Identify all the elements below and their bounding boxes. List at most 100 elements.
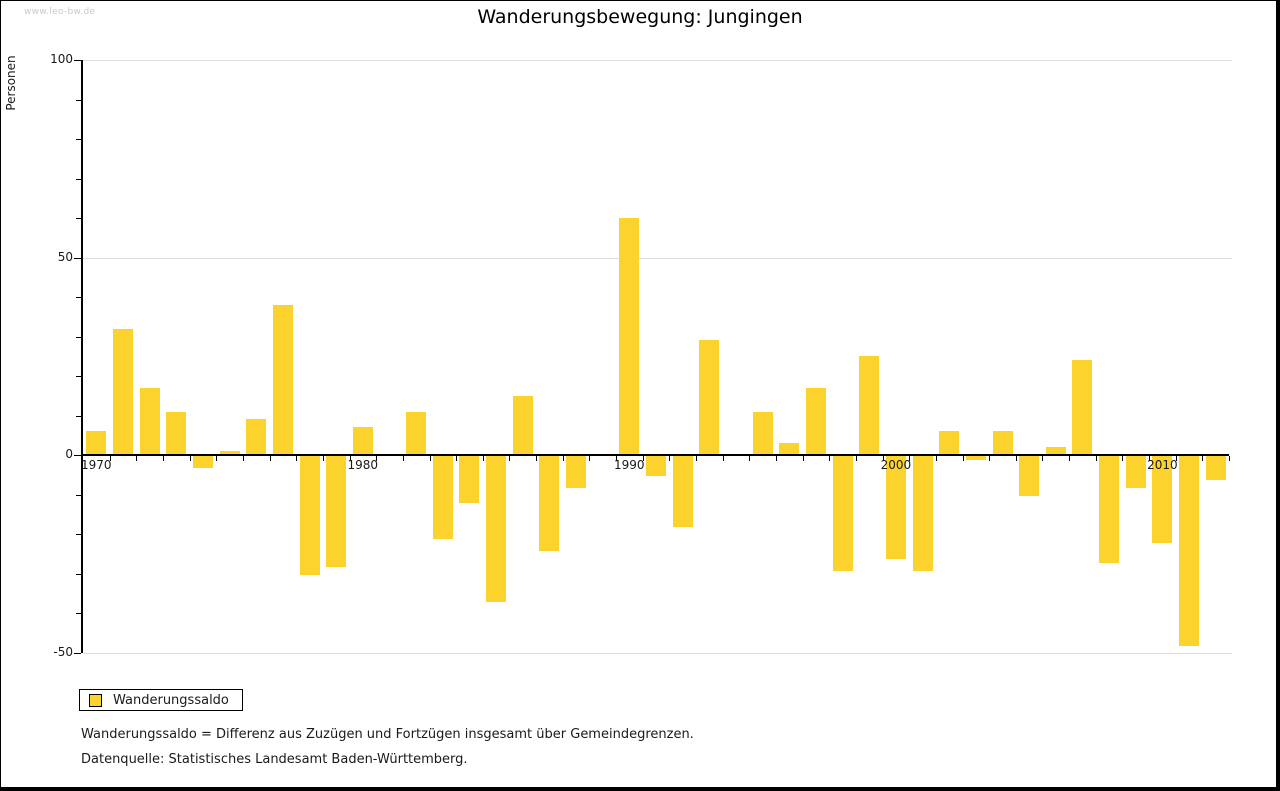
bar-1991: [646, 456, 666, 476]
x-tick: [376, 456, 378, 461]
x-tick: [269, 456, 271, 461]
y-minor-tick: [76, 573, 81, 575]
bar-1997: [805, 387, 826, 456]
x-tick: [1095, 456, 1097, 461]
bar-2002: [939, 431, 960, 455]
x-tick: [322, 456, 324, 461]
bar-2005: [1019, 456, 1040, 496]
y-minor-tick: [76, 218, 81, 219]
bar-1996: [779, 443, 800, 455]
bar-1979: [326, 456, 347, 567]
bar-2006: [1045, 447, 1066, 455]
bar-1992: [672, 456, 693, 528]
x-tick-label: 1980: [347, 458, 379, 472]
x-tick: [775, 456, 777, 461]
x-tick: [1229, 456, 1230, 461]
bar-1993: [699, 340, 720, 455]
bar-2008: [1099, 456, 1120, 563]
gridline: [83, 60, 1232, 61]
legend-swatch-icon: [89, 693, 102, 707]
x-tick: [1015, 456, 1017, 461]
bar-1983: [432, 456, 453, 539]
x-tick: [189, 456, 191, 461]
x-tick: [1042, 456, 1044, 461]
y-tick-label: 50: [57, 249, 73, 264]
bar-1984: [459, 456, 480, 504]
y-minor-tick: [76, 139, 81, 140]
bar-1974: [192, 456, 213, 468]
legend: Wanderungssaldo: [79, 689, 243, 711]
x-tick: [935, 456, 937, 461]
x-tick: [429, 456, 431, 461]
x-tick: [589, 456, 591, 461]
y-minor-tick: [76, 494, 81, 496]
y-minor-tick: [76, 297, 81, 298]
bar-1986: [512, 395, 533, 456]
x-tick: [855, 456, 857, 461]
bar-1972: [139, 387, 160, 456]
x-tick: [109, 456, 111, 461]
x-tick: [722, 456, 724, 461]
bar-1980: [352, 427, 373, 456]
page-title: Wanderungsbewegung: Jungingen: [477, 6, 803, 28]
gridline: [83, 257, 1232, 259]
y-minor-tick: [76, 376, 81, 377]
bar-1982: [406, 411, 427, 456]
gridline: [83, 652, 1232, 654]
bar-2001: [912, 456, 933, 571]
y-minor-tick: [76, 534, 81, 535]
legend-label: Wanderungssaldo: [113, 692, 229, 708]
bar-1976: [246, 419, 267, 455]
bar-1978: [299, 456, 320, 575]
x-tick: [1202, 456, 1204, 461]
x-tick: [536, 456, 538, 461]
y-major-tick: [74, 455, 81, 456]
x-tick: [482, 456, 484, 461]
y-tick-label: 100: [50, 52, 73, 66]
x-tick-label: 2000: [880, 458, 912, 472]
x-tick: [349, 456, 351, 461]
y-minor-tick: [76, 613, 81, 614]
x-axis-line: [81, 454, 1229, 456]
x-tick: [1175, 456, 1177, 461]
x-tick: [616, 456, 617, 461]
x-tick: [1122, 456, 1124, 461]
x-tick: [696, 456, 697, 461]
bar-2004: [992, 431, 1013, 455]
x-tick: [642, 456, 644, 461]
bar-1977: [272, 304, 293, 455]
y-minor-tick: [76, 99, 81, 101]
y-minor-tick: [76, 336, 81, 338]
y-axis-line: [81, 60, 83, 653]
x-tick: [962, 456, 964, 461]
footnote-definition: Wanderungssaldo = Differenz aus Zuzügen …: [81, 727, 694, 742]
bar-1971: [113, 328, 133, 455]
bar-2009: [1125, 456, 1146, 488]
x-tick: [242, 456, 244, 461]
bar-1970: [86, 431, 107, 455]
x-tick: [296, 456, 298, 461]
x-tick: [669, 456, 671, 461]
bar-1990: [619, 218, 640, 455]
x-tick-label: 1990: [614, 458, 645, 472]
bar-1998: [832, 456, 853, 571]
x-tick: [1149, 456, 1150, 461]
x-tick-label: 2010: [1147, 458, 1178, 472]
x-tick: [882, 456, 884, 461]
x-tick: [402, 456, 404, 461]
x-tick: [509, 456, 511, 461]
x-tick: [1069, 456, 1071, 461]
y-minor-tick: [76, 415, 81, 417]
x-tick: [989, 456, 991, 461]
bar-1987: [539, 456, 560, 551]
bar-2010: [1152, 456, 1173, 543]
watermark: www.leo-bw.de: [24, 7, 96, 17]
x-tick: [829, 456, 831, 461]
bar-1995: [752, 411, 773, 456]
y-tick-label: 0: [65, 447, 73, 461]
x-tick-label: 1970: [81, 458, 112, 472]
x-tick: [163, 456, 164, 461]
y-major-tick: [74, 60, 81, 61]
bar-2003: [965, 456, 986, 460]
